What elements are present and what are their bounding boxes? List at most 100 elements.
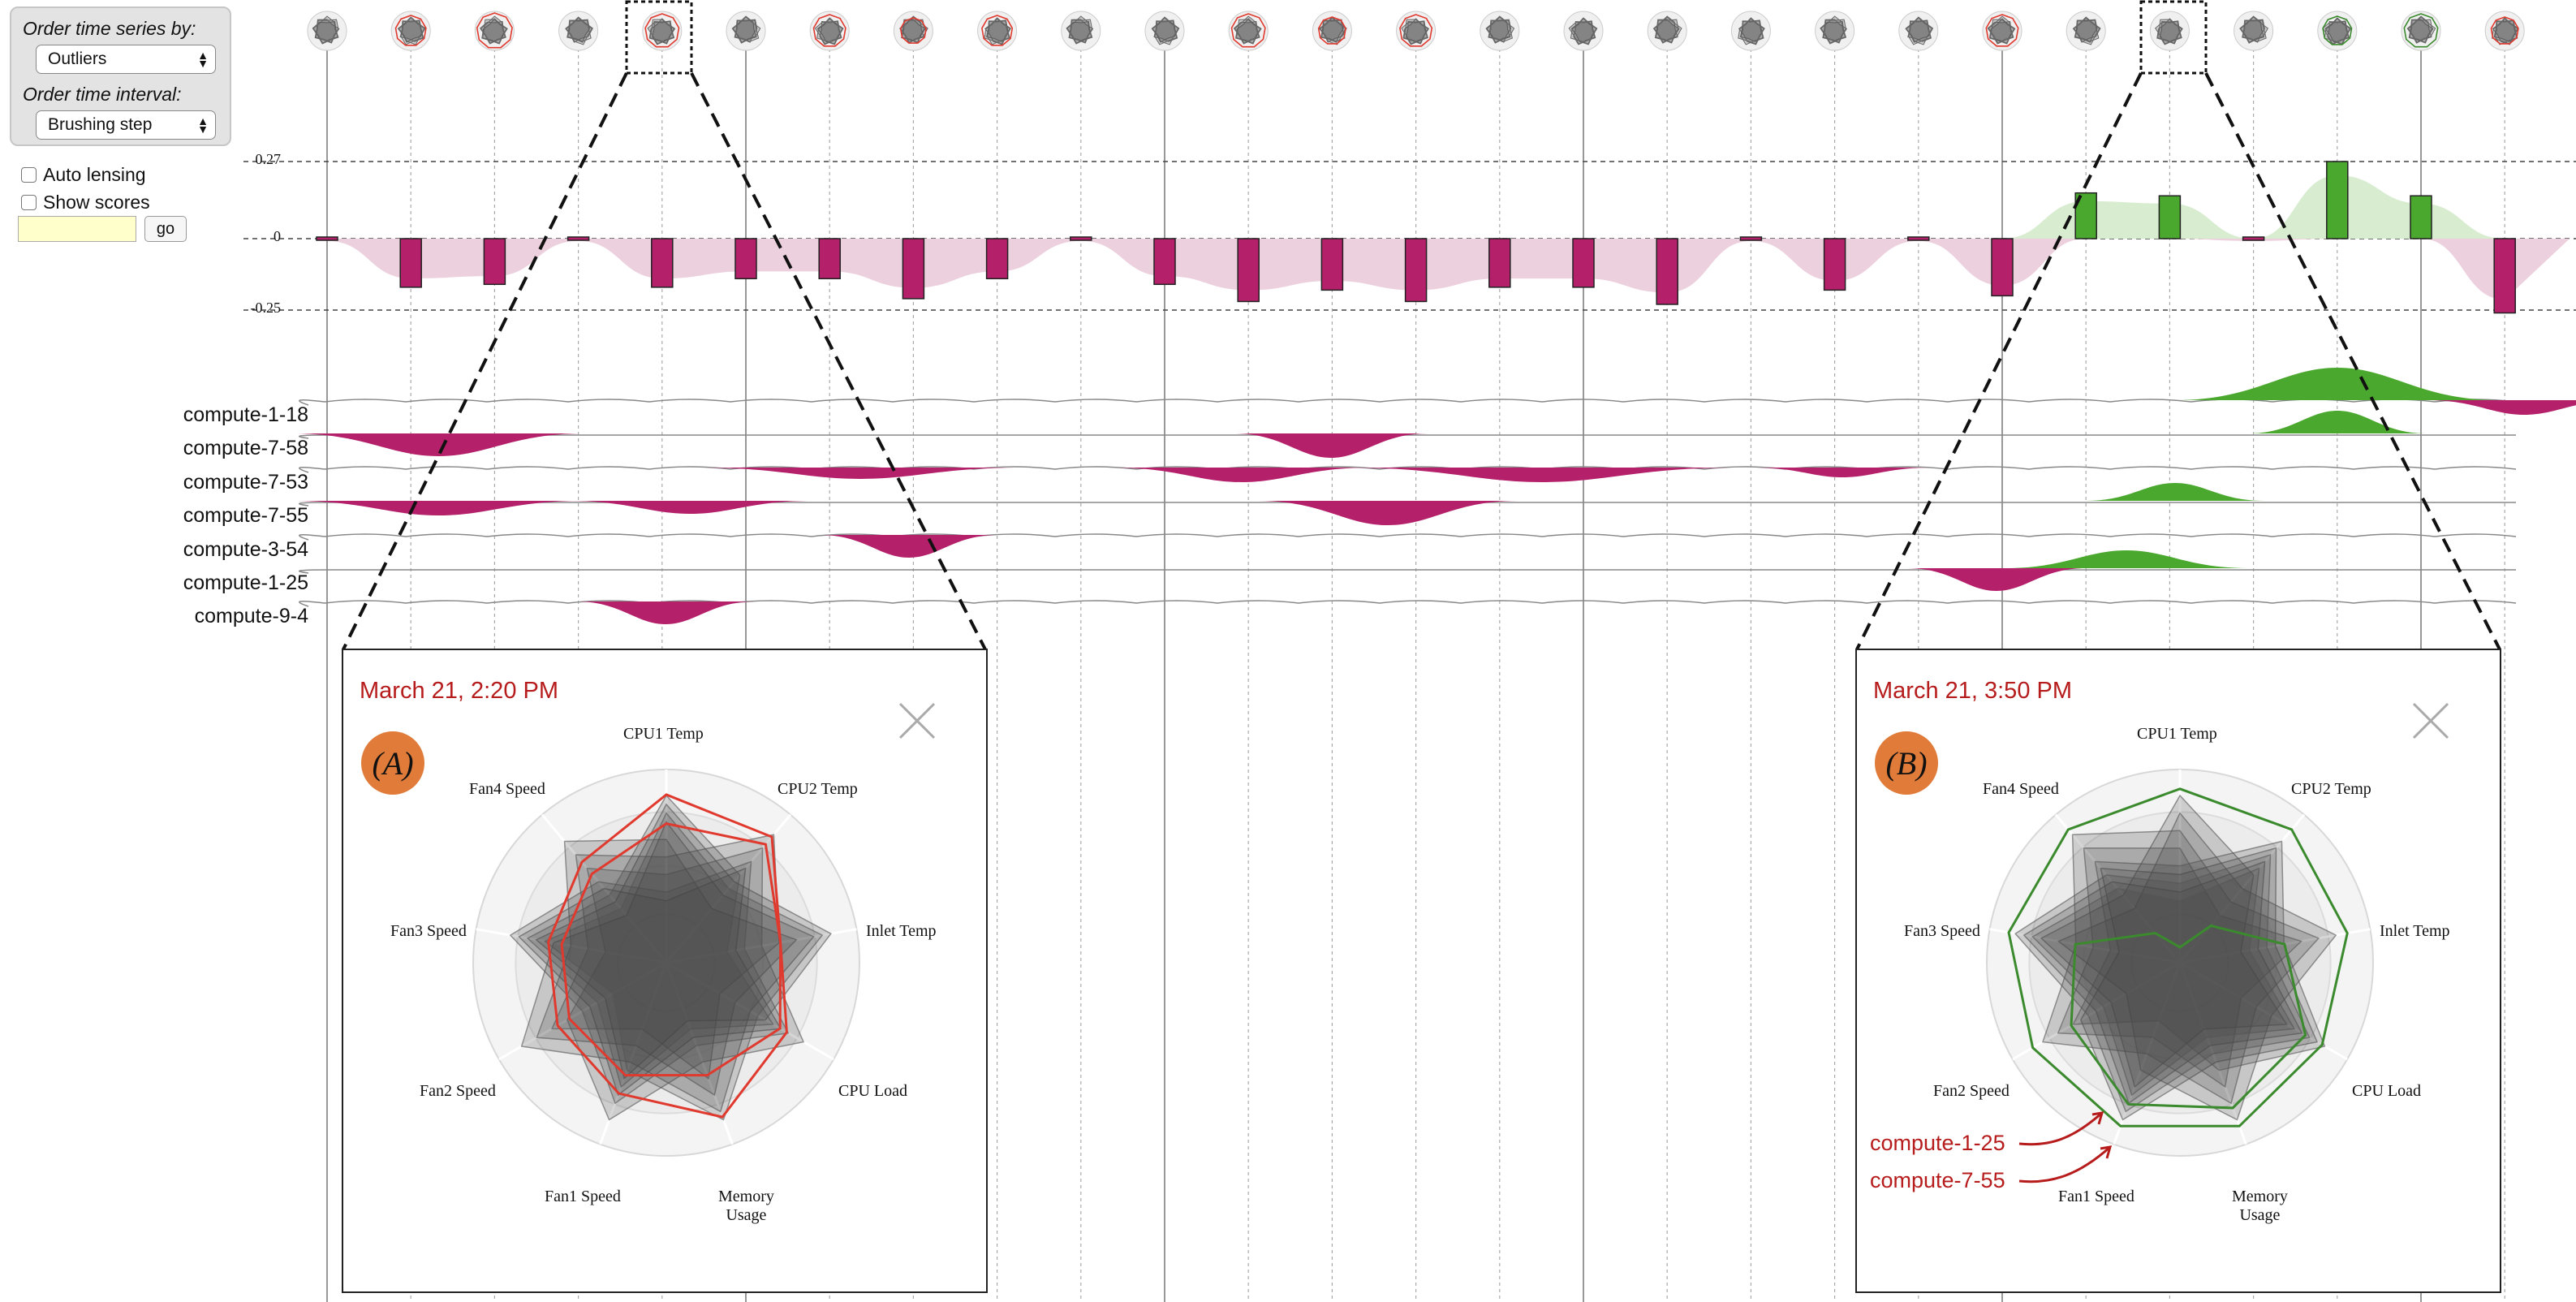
stream-baseline <box>299 466 2517 473</box>
stream-bump <box>568 501 812 514</box>
radar-series <box>2031 867 2296 1097</box>
stream-bump <box>576 601 755 624</box>
host-label[interactable]: compute-7-55 <box>183 504 308 527</box>
mini-radar-glyph <box>1647 11 1687 51</box>
stream-bump <box>1907 568 2086 591</box>
glyph-polygon <box>398 17 425 45</box>
host-label[interactable]: compute-7-53 <box>183 471 308 494</box>
mini-radar-glyph <box>1144 11 1185 51</box>
host-label[interactable]: compute-1-18 <box>183 403 308 426</box>
glyph-highlight <box>2322 15 2353 45</box>
mini-radar-glyph <box>1312 11 1352 51</box>
interval-select[interactable]: Brushing step ▲ ▼ <box>36 110 216 140</box>
glyph-polygon <box>566 19 590 43</box>
glyph-highlight <box>1230 13 1266 48</box>
lens-a-connector-left <box>342 72 628 650</box>
score-bar <box>1739 236 1763 241</box>
mini-radar-glyph <box>1730 11 1771 51</box>
stream-bump <box>1112 468 1372 482</box>
radar-axis <box>665 962 734 1145</box>
mini-radar-glyph <box>474 11 515 51</box>
host-search-input[interactable] <box>18 216 136 242</box>
host-stream <box>299 550 2516 591</box>
axis-label-cpu2-temp: CPU2 Temp <box>2291 780 2371 798</box>
mini-radar-glyph <box>809 11 850 51</box>
order-by-select[interactable]: Outliers ▲ ▼ <box>36 45 216 74</box>
glyph-highlight <box>1985 14 2019 47</box>
glyph-polygon <box>1488 19 1512 43</box>
glyph-polygon <box>2242 19 2267 42</box>
glyph-polygon <box>1906 17 1933 45</box>
mini-radar-glyph <box>2234 11 2274 51</box>
score-bar <box>2158 195 2182 239</box>
host-streams <box>292 368 2576 624</box>
mini-radar-glyph <box>1228 11 1269 51</box>
mini-radar-glyph <box>893 11 933 51</box>
axis-label-line: Memory <box>718 1188 774 1205</box>
score-bar <box>1320 238 1344 291</box>
interval-value: Brushing step <box>48 115 153 134</box>
host-label[interactable]: compute-7-58 <box>183 437 308 459</box>
glyph-bg <box>1898 11 1939 51</box>
glyph-polygon <box>1151 16 1180 43</box>
radar-axis <box>599 962 668 1145</box>
stream-baseline <box>299 569 2516 574</box>
glyph-polygon <box>482 19 507 44</box>
show-scores-checkbox[interactable] <box>21 195 37 210</box>
mini-radar-glyph <box>977 11 1018 51</box>
mini-radar-glyph <box>2484 11 2525 51</box>
glyph-polygon <box>312 15 338 44</box>
interval-label: Order time interval: <box>23 84 182 105</box>
host-label[interactable]: compute-1-25 <box>183 571 308 594</box>
axis-label-cpu-load: CPU Load <box>838 1082 907 1100</box>
auto-lensing-checkbox[interactable] <box>21 167 37 183</box>
axis-label-memory-usage: Memory Usage <box>2232 1188 2288 1225</box>
score-bar <box>1488 238 1511 288</box>
radar-series <box>535 803 832 1080</box>
lens-b-badge: (B) <box>1875 731 1938 795</box>
show-scores-row[interactable]: Show scores <box>21 192 150 213</box>
glyph-polygon <box>1066 20 1093 45</box>
glyph-polygon <box>480 15 506 44</box>
auto-lensing-row[interactable]: Auto lensing <box>21 164 146 186</box>
highlighted-series <box>547 793 788 1119</box>
glyph-polygon <box>480 20 506 45</box>
lens-b-connector-left <box>1855 72 2143 650</box>
score-tick-top: 0.27 <box>255 151 282 167</box>
go-button[interactable]: go <box>144 216 187 242</box>
highlighted-series <box>2070 924 2307 1110</box>
score-bar <box>985 238 1009 280</box>
glyph-polygon <box>1233 20 1260 45</box>
glyph-highlight <box>2403 13 2439 48</box>
glyph-polygon <box>1320 19 1346 42</box>
lens-panel-a: March 21, 2:20 PM (A) CPU1 Temp CPU2 Tem… <box>342 649 988 1293</box>
host-label[interactable]: compute-3-54 <box>183 538 308 561</box>
glyph-polygon <box>1235 19 1261 44</box>
selected-glyph-a[interactable] <box>625 0 693 75</box>
lens-a-badge: (A) <box>361 731 424 795</box>
glyph-polygon <box>397 16 426 43</box>
highlighted-series <box>560 822 782 1077</box>
mini-radar-glyph <box>2149 11 2190 51</box>
glyph-polygon <box>1403 19 1429 44</box>
axis-label-inlet-temp: Inlet Temp <box>2380 922 2450 940</box>
host-stream <box>299 368 2576 415</box>
score-bar <box>483 238 506 286</box>
mini-radar-glyph <box>2066 11 2106 51</box>
glyph-polygon <box>1820 20 1847 45</box>
mini-radar-glyph <box>558 11 599 51</box>
close-icon[interactable] <box>2410 701 2451 741</box>
host-label[interactable]: compute-9-4 <box>194 605 308 627</box>
glyph-polygon <box>986 20 1010 45</box>
glyph-polygon <box>649 19 675 44</box>
score-bar <box>651 238 674 288</box>
radar-series <box>2057 847 2303 1089</box>
glyph-polygon <box>1823 19 1846 43</box>
score-bar <box>566 236 590 241</box>
mini-radar-glyph <box>2401 11 2441 51</box>
glyph-highlight <box>644 13 680 48</box>
close-icon[interactable] <box>897 701 937 741</box>
glyph-polygon <box>1069 19 1093 43</box>
selected-glyph-b[interactable] <box>2139 0 2208 75</box>
